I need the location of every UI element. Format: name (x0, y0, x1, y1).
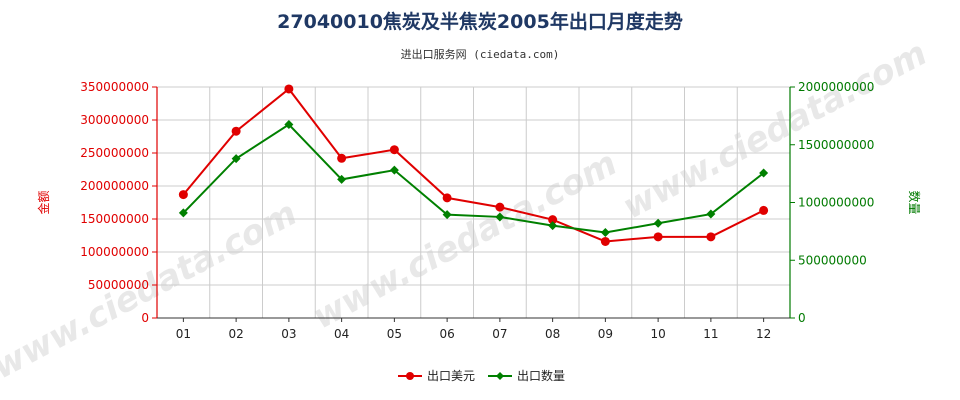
series-point-usd (442, 193, 452, 203)
x-tick-label: 02 (228, 327, 243, 341)
left-tick-label: 300000000 (80, 113, 149, 127)
series-point-quantity (548, 221, 558, 231)
x-tick-label: 11 (703, 327, 718, 341)
series-point-quantity (178, 208, 188, 218)
x-tick-label: 10 (650, 327, 665, 341)
chart-subtitle: 进出口服务网 (ciedata.com) (401, 47, 560, 61)
right-tick-label: 2000000000 (798, 80, 874, 94)
series-point-quantity (442, 210, 452, 220)
series-line-1 (182, 123, 765, 234)
left-tick-label: 200000000 (80, 179, 149, 193)
series-point-usd (653, 232, 663, 242)
right-tick-label: 0 (798, 311, 806, 325)
legend-label-1: 出口数量 (517, 368, 565, 383)
series-layer (178, 84, 769, 246)
x-tick-label: 05 (387, 327, 402, 341)
series-point-usd (337, 153, 347, 163)
series-point-quantity (389, 165, 399, 175)
series-point-usd (231, 126, 241, 136)
left-tick-label: 50000000 (88, 278, 149, 292)
series-point-quantity (337, 174, 347, 184)
right-axis-ticks: 0 500000000 1000000000 1500000000 2000000000 (790, 80, 874, 325)
series-point-usd (178, 190, 188, 200)
left-tick-label: 0 (141, 311, 149, 325)
right-tick-label: 1500000000 (798, 138, 874, 152)
series-point-usd (600, 236, 610, 246)
left-tick-label: 350000000 (80, 80, 149, 94)
x-tick-label: 06 (439, 327, 454, 341)
series-line-0 (182, 87, 765, 243)
series-point-quantity (495, 212, 505, 222)
series-point-quantity (706, 209, 716, 219)
chart-title: 27040010焦炭及半焦炭2005年出口月度走势 (277, 10, 683, 33)
left-axis-label: 金额 (36, 190, 51, 214)
legend: 出口美元 出口数量 (398, 368, 565, 383)
left-tick-label: 250000000 (80, 146, 149, 160)
right-tick-label: 1000000000 (798, 196, 874, 210)
series-point-usd (284, 84, 294, 94)
right-tick-label: 500000000 (798, 253, 867, 267)
right-axis-label: 数量 (907, 190, 922, 214)
legend-marker (406, 372, 414, 380)
legend-marker (496, 372, 504, 380)
watermark-text: www.ciedata.com (0, 193, 304, 387)
x-axis-ticks: 01 02 03 04 05 06 07 08 09 10 11 12 (176, 318, 771, 341)
series-point-quantity (600, 228, 610, 238)
series-point-quantity (759, 168, 769, 178)
x-tick-label: 01 (176, 327, 191, 341)
x-tick-label: 09 (598, 327, 613, 341)
x-tick-label: 07 (492, 327, 507, 341)
series-point-quantity (653, 218, 663, 228)
x-tick-label: 04 (334, 327, 349, 341)
left-axis-ticks: 0 50000000 100000000 150000000 200000000 2500… (80, 80, 157, 325)
legend-label-0: 出口美元 (427, 369, 475, 383)
left-tick-label: 150000000 (80, 212, 149, 226)
series-point-usd (759, 205, 769, 215)
x-tick-label: 12 (756, 327, 771, 341)
series-point-usd (706, 232, 716, 242)
series-point-usd (495, 202, 505, 212)
x-tick-label: 03 (281, 327, 296, 341)
series-point-quantity (284, 120, 294, 130)
watermark-text: www.ciedata.com (616, 33, 933, 227)
series-point-usd (389, 145, 399, 155)
left-tick-label: 100000000 (80, 245, 149, 259)
x-tick-label: 08 (545, 327, 560, 341)
watermark-text: www.ciedata.com (306, 143, 623, 337)
series-point-quantity (231, 154, 241, 164)
series-point-usd (548, 215, 558, 225)
